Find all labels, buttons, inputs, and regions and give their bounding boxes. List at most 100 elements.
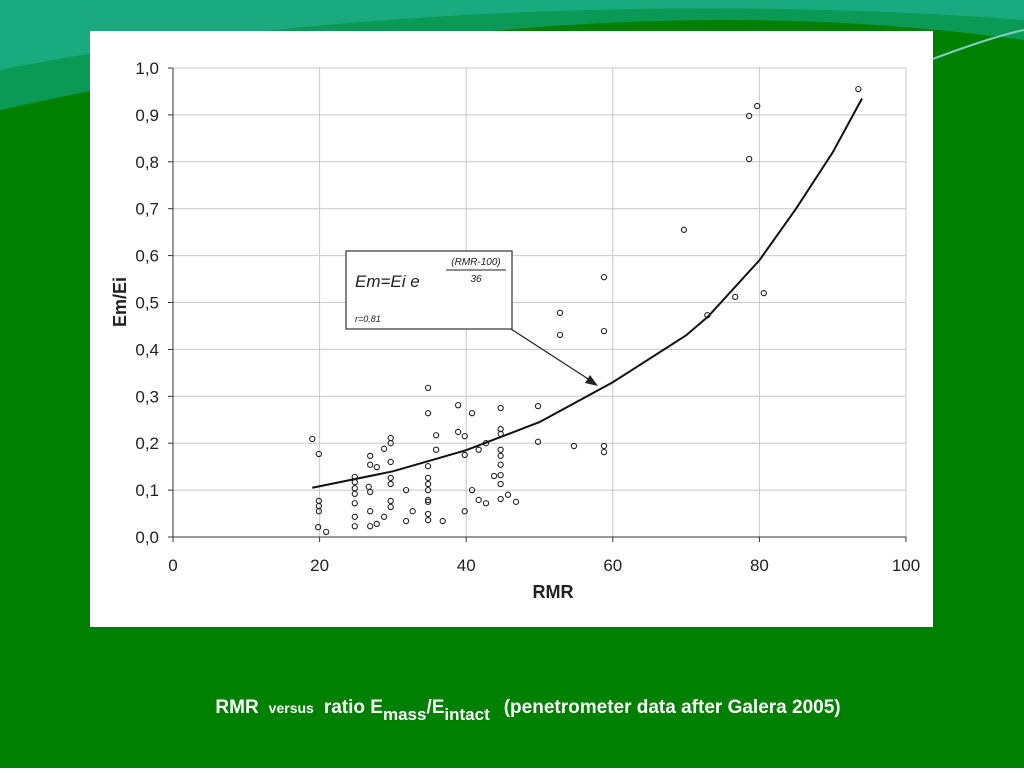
data-point — [387, 474, 394, 482]
annotation-box — [345, 250, 513, 330]
data-point — [504, 491, 512, 498]
y-tick-label: 0,2 — [135, 434, 159, 453]
data-point — [373, 463, 380, 471]
data-point — [439, 517, 446, 525]
data-point — [424, 474, 432, 482]
data-point — [373, 520, 380, 528]
data-point — [497, 480, 504, 488]
data-point — [315, 508, 323, 515]
data-point — [600, 442, 608, 450]
y-axis-title: Em/Ei — [110, 277, 130, 327]
data-point — [497, 471, 504, 479]
data-point — [315, 450, 323, 458]
data-point — [351, 523, 358, 530]
data-point — [745, 155, 753, 163]
swoosh-line — [929, 29, 1024, 61]
data-point — [745, 112, 753, 119]
y-tick-label: 0,9 — [135, 106, 159, 125]
data-point — [534, 402, 542, 410]
data-point — [351, 490, 358, 498]
data-point — [380, 445, 388, 452]
data-point — [432, 432, 440, 439]
data-point — [497, 495, 504, 503]
data-point — [380, 513, 388, 520]
data-point — [461, 433, 468, 440]
caption-part: /E — [426, 697, 444, 718]
data-point — [402, 517, 410, 525]
data-point — [387, 458, 394, 466]
data-point — [387, 503, 394, 511]
fit-curve — [312, 98, 863, 489]
annotation-exponent: 36 — [470, 274, 482, 285]
caption: RMR versus ratio Emass/Eintact (penetromete… — [215, 697, 840, 724]
x-tick-label: 60 — [603, 556, 622, 575]
x-tick-label: 80 — [750, 556, 769, 575]
data-point — [409, 508, 416, 515]
data-point — [424, 498, 432, 505]
data-point — [461, 508, 468, 515]
y-tick-label: 0,3 — [135, 387, 159, 406]
caption-part: (penetrometer data after Galera 2005) — [504, 697, 841, 718]
data-point — [309, 435, 316, 443]
data-point — [482, 500, 490, 507]
data-point — [475, 496, 482, 504]
data-point — [314, 524, 322, 531]
y-tick-label: 1,0 — [135, 59, 159, 78]
data-point — [367, 508, 374, 515]
data-point — [387, 440, 394, 447]
data-point — [468, 486, 476, 494]
data-point — [760, 289, 767, 297]
data-point — [424, 496, 432, 504]
data-point — [556, 309, 564, 316]
data-point — [497, 452, 504, 460]
data-point — [855, 85, 862, 93]
y-tick-label: 0,8 — [135, 153, 159, 172]
data-point — [424, 463, 432, 470]
data-point — [351, 500, 358, 507]
caption-part: versus — [269, 700, 314, 716]
x-tick-label: 20 — [310, 556, 329, 575]
data-point — [600, 327, 608, 335]
data-point — [600, 448, 608, 456]
data-point — [680, 226, 688, 233]
data-point — [351, 513, 358, 520]
annotation-exponent: (RMR-100) — [451, 257, 500, 268]
data-point — [732, 293, 739, 301]
annotation-r: r=0,81 — [355, 314, 381, 324]
data-point — [424, 480, 432, 488]
x-tick-label: 40 — [457, 556, 476, 575]
data-point — [387, 480, 394, 488]
data-point — [570, 442, 578, 450]
data-point — [424, 486, 432, 494]
data-point — [367, 452, 374, 460]
x-axis-title: RMR — [533, 582, 574, 602]
data-point — [367, 488, 374, 496]
data-point — [475, 446, 482, 453]
data-point — [424, 410, 432, 417]
data-point — [424, 510, 432, 518]
data-point — [367, 523, 374, 530]
y-tick-label: 0,5 — [135, 294, 159, 313]
y-tick-label: 0,0 — [135, 528, 159, 547]
x-tick-label: 0 — [168, 556, 177, 575]
data-point — [461, 451, 468, 459]
y-tick-label: 0,4 — [135, 340, 159, 359]
caption-part: ratio E — [324, 697, 383, 718]
caption-part: intact — [444, 705, 490, 724]
y-tick-label: 0,7 — [135, 200, 159, 219]
data-point — [754, 102, 761, 110]
data-point — [490, 472, 498, 480]
data-point — [387, 497, 394, 505]
data-point — [323, 528, 330, 535]
data-point — [432, 446, 440, 453]
data-point — [556, 331, 564, 339]
data-point — [424, 384, 432, 392]
annotation-formula: Em=Ei e — [355, 272, 420, 291]
data-point — [497, 461, 504, 468]
caption-part: RMR — [215, 697, 259, 718]
y-tick-label: 0,1 — [135, 481, 159, 500]
data-point — [512, 498, 520, 505]
data-point — [468, 410, 476, 417]
